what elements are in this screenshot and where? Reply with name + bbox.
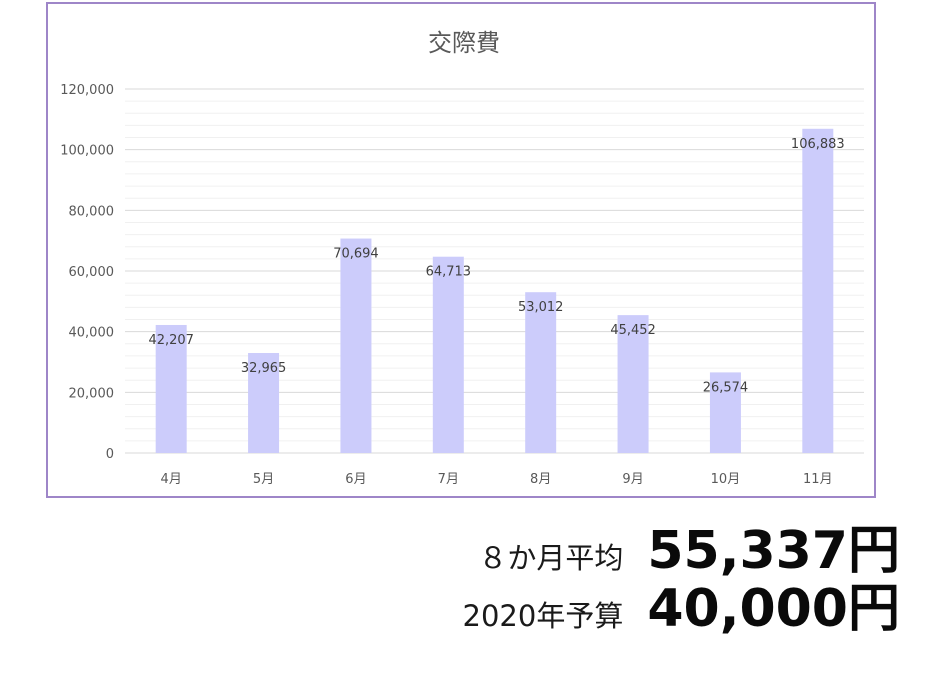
y-tick-label: 80,000	[69, 204, 115, 219]
budget-value: 40,000円	[647, 579, 900, 639]
y-tick-label: 40,000	[69, 326, 115, 341]
bar	[432, 256, 464, 453]
budget-row: 2020年予算 40,000円	[463, 566, 900, 641]
x-tick-label: 10月	[711, 472, 741, 487]
x-tick-label: 11月	[803, 472, 833, 487]
data-label: 64,713	[426, 265, 472, 280]
x-tick-label: 4月	[161, 472, 182, 487]
data-label: 45,452	[610, 323, 656, 338]
budget-label: 2020年予算	[462, 599, 624, 633]
bar	[525, 292, 557, 453]
bar	[617, 315, 649, 453]
average-label: ８か月平均	[478, 541, 624, 575]
x-tick-label: 5月	[253, 472, 274, 487]
bar-chart: 交際費 0 20,000 40,000 60,000 80,000 100,000 120,…	[60, 29, 864, 487]
y-tick-label: 100,000	[60, 144, 114, 159]
x-tick-label: 7月	[438, 472, 459, 487]
data-label: 42,207	[148, 333, 194, 348]
data-label: 106,883	[791, 137, 845, 152]
bar	[155, 324, 187, 453]
bar	[340, 238, 372, 453]
chart-frame: 交際費 0 20,000 40,000 60,000 80,000 100,000 120,…	[46, 2, 876, 498]
x-tick-label: 6月	[345, 472, 366, 487]
average-value: 55,337円	[647, 521, 900, 581]
bar	[709, 372, 741, 453]
data-label: 26,574	[703, 380, 749, 395]
chart-title: 交際費	[428, 29, 500, 57]
y-tick-label: 120,000	[60, 83, 114, 98]
data-label: 70,694	[333, 247, 379, 262]
y-tick-label: 60,000	[69, 265, 115, 280]
data-label: 53,012	[518, 300, 564, 315]
y-tick-label: 0	[106, 447, 114, 462]
x-tick-label: 8月	[530, 472, 551, 487]
bar	[248, 353, 280, 453]
bar	[802, 128, 834, 453]
data-label: 32,965	[241, 361, 287, 376]
y-tick-label: 20,000	[69, 386, 115, 401]
x-tick-label: 9月	[622, 472, 643, 487]
average-row: ８か月平均 55,337円	[478, 508, 900, 583]
